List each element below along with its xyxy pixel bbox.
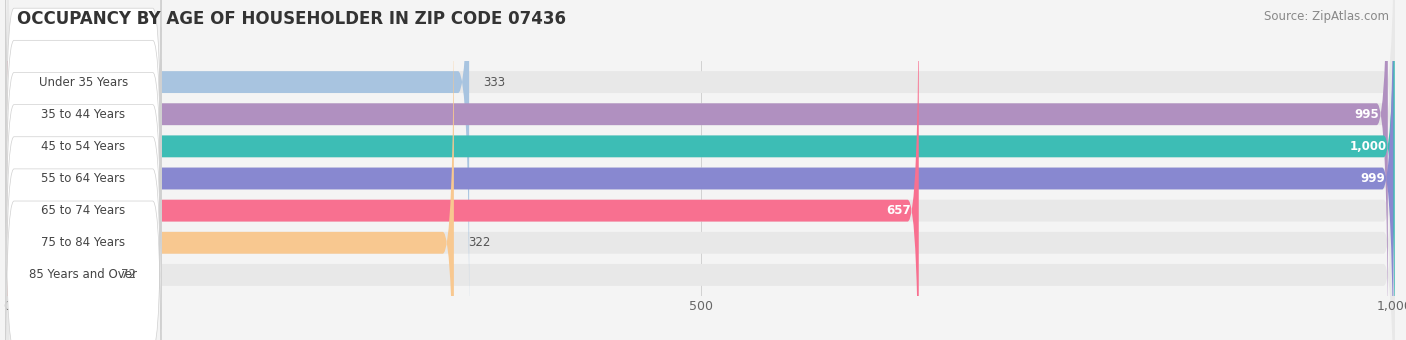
FancyBboxPatch shape	[7, 0, 454, 340]
Text: 85 Years and Over: 85 Years and Over	[30, 268, 138, 282]
Text: 1,000: 1,000	[1350, 140, 1386, 153]
FancyBboxPatch shape	[7, 0, 1395, 340]
FancyBboxPatch shape	[7, 0, 1395, 340]
FancyBboxPatch shape	[7, 0, 1393, 340]
FancyBboxPatch shape	[7, 0, 1395, 340]
Text: 65 to 74 Years: 65 to 74 Years	[41, 204, 125, 217]
Text: 999: 999	[1360, 172, 1385, 185]
Text: 45 to 54 Years: 45 to 54 Years	[41, 140, 125, 153]
FancyBboxPatch shape	[7, 0, 1395, 340]
FancyBboxPatch shape	[6, 124, 162, 340]
FancyBboxPatch shape	[7, 29, 1395, 340]
Text: 322: 322	[468, 236, 491, 249]
Text: 657: 657	[886, 204, 911, 217]
Text: OCCUPANCY BY AGE OF HOUSEHOLDER IN ZIP CODE 07436: OCCUPANCY BY AGE OF HOUSEHOLDER IN ZIP C…	[17, 10, 565, 28]
FancyBboxPatch shape	[7, 0, 470, 328]
FancyBboxPatch shape	[6, 0, 162, 233]
Text: Source: ZipAtlas.com: Source: ZipAtlas.com	[1264, 10, 1389, 23]
Text: 75 to 84 Years: 75 to 84 Years	[41, 236, 125, 249]
FancyBboxPatch shape	[7, 0, 1388, 340]
Text: 55 to 64 Years: 55 to 64 Years	[41, 172, 125, 185]
Text: 995: 995	[1355, 108, 1379, 121]
FancyBboxPatch shape	[6, 0, 162, 201]
Text: 333: 333	[484, 75, 505, 89]
FancyBboxPatch shape	[6, 156, 162, 340]
FancyBboxPatch shape	[6, 28, 162, 265]
FancyBboxPatch shape	[7, 29, 107, 340]
FancyBboxPatch shape	[6, 59, 162, 297]
FancyBboxPatch shape	[7, 0, 1395, 340]
FancyBboxPatch shape	[7, 0, 1395, 328]
FancyBboxPatch shape	[7, 0, 918, 340]
Text: 72: 72	[121, 268, 136, 282]
Text: 35 to 44 Years: 35 to 44 Years	[41, 108, 125, 121]
FancyBboxPatch shape	[6, 92, 162, 329]
Text: Under 35 Years: Under 35 Years	[39, 75, 128, 89]
FancyBboxPatch shape	[7, 0, 1395, 340]
